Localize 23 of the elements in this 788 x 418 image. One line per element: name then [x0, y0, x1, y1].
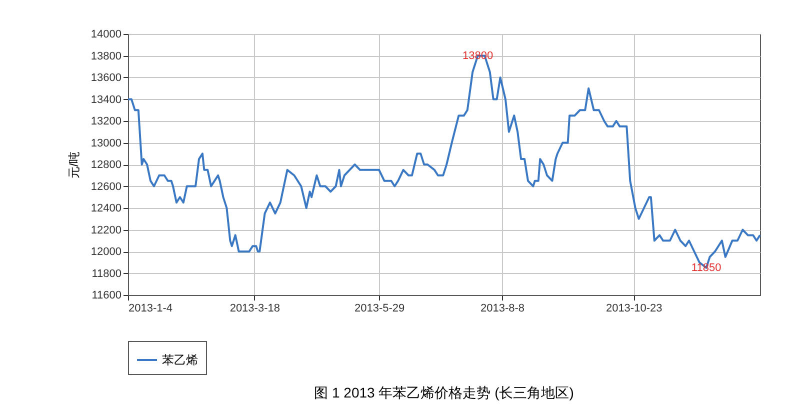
- y-tick-label: 14000: [90, 28, 122, 40]
- y-tick-label: 12600: [90, 180, 122, 193]
- y-tick-label: 13800: [90, 50, 122, 62]
- annotation: 11850: [691, 262, 722, 274]
- legend-label: 苯乙烯: [162, 353, 198, 367]
- y-tick-label: 13600: [90, 72, 122, 84]
- y-tick-label: 13400: [90, 94, 122, 106]
- y-tick-label: 11800: [92, 268, 122, 280]
- y-tick-label: 12400: [90, 202, 122, 214]
- x-tick-label: 2013-3-18: [230, 302, 280, 314]
- x-tick-label: 2013-5-29: [354, 302, 405, 314]
- y-axis-title: 元/吨: [66, 151, 81, 179]
- y-tick-label: 11600: [92, 290, 122, 302]
- y-tick-label: 13000: [90, 137, 122, 150]
- y-tick-label: 12200: [90, 224, 122, 236]
- text: 图 1 2013 年苯乙烯价格走势 (长三角地区): [314, 384, 574, 400]
- y-tick-label: 13200: [90, 116, 122, 128]
- x-tick-label: 2013-10-23: [606, 302, 662, 314]
- annotation: 13800: [462, 50, 494, 62]
- y-tick-label: 12000: [90, 246, 122, 258]
- y-tick-label: 12800: [90, 159, 122, 171]
- x-tick-label: 2013-1-4: [128, 302, 173, 314]
- x-tick-label: 2013-8-8: [480, 302, 525, 314]
